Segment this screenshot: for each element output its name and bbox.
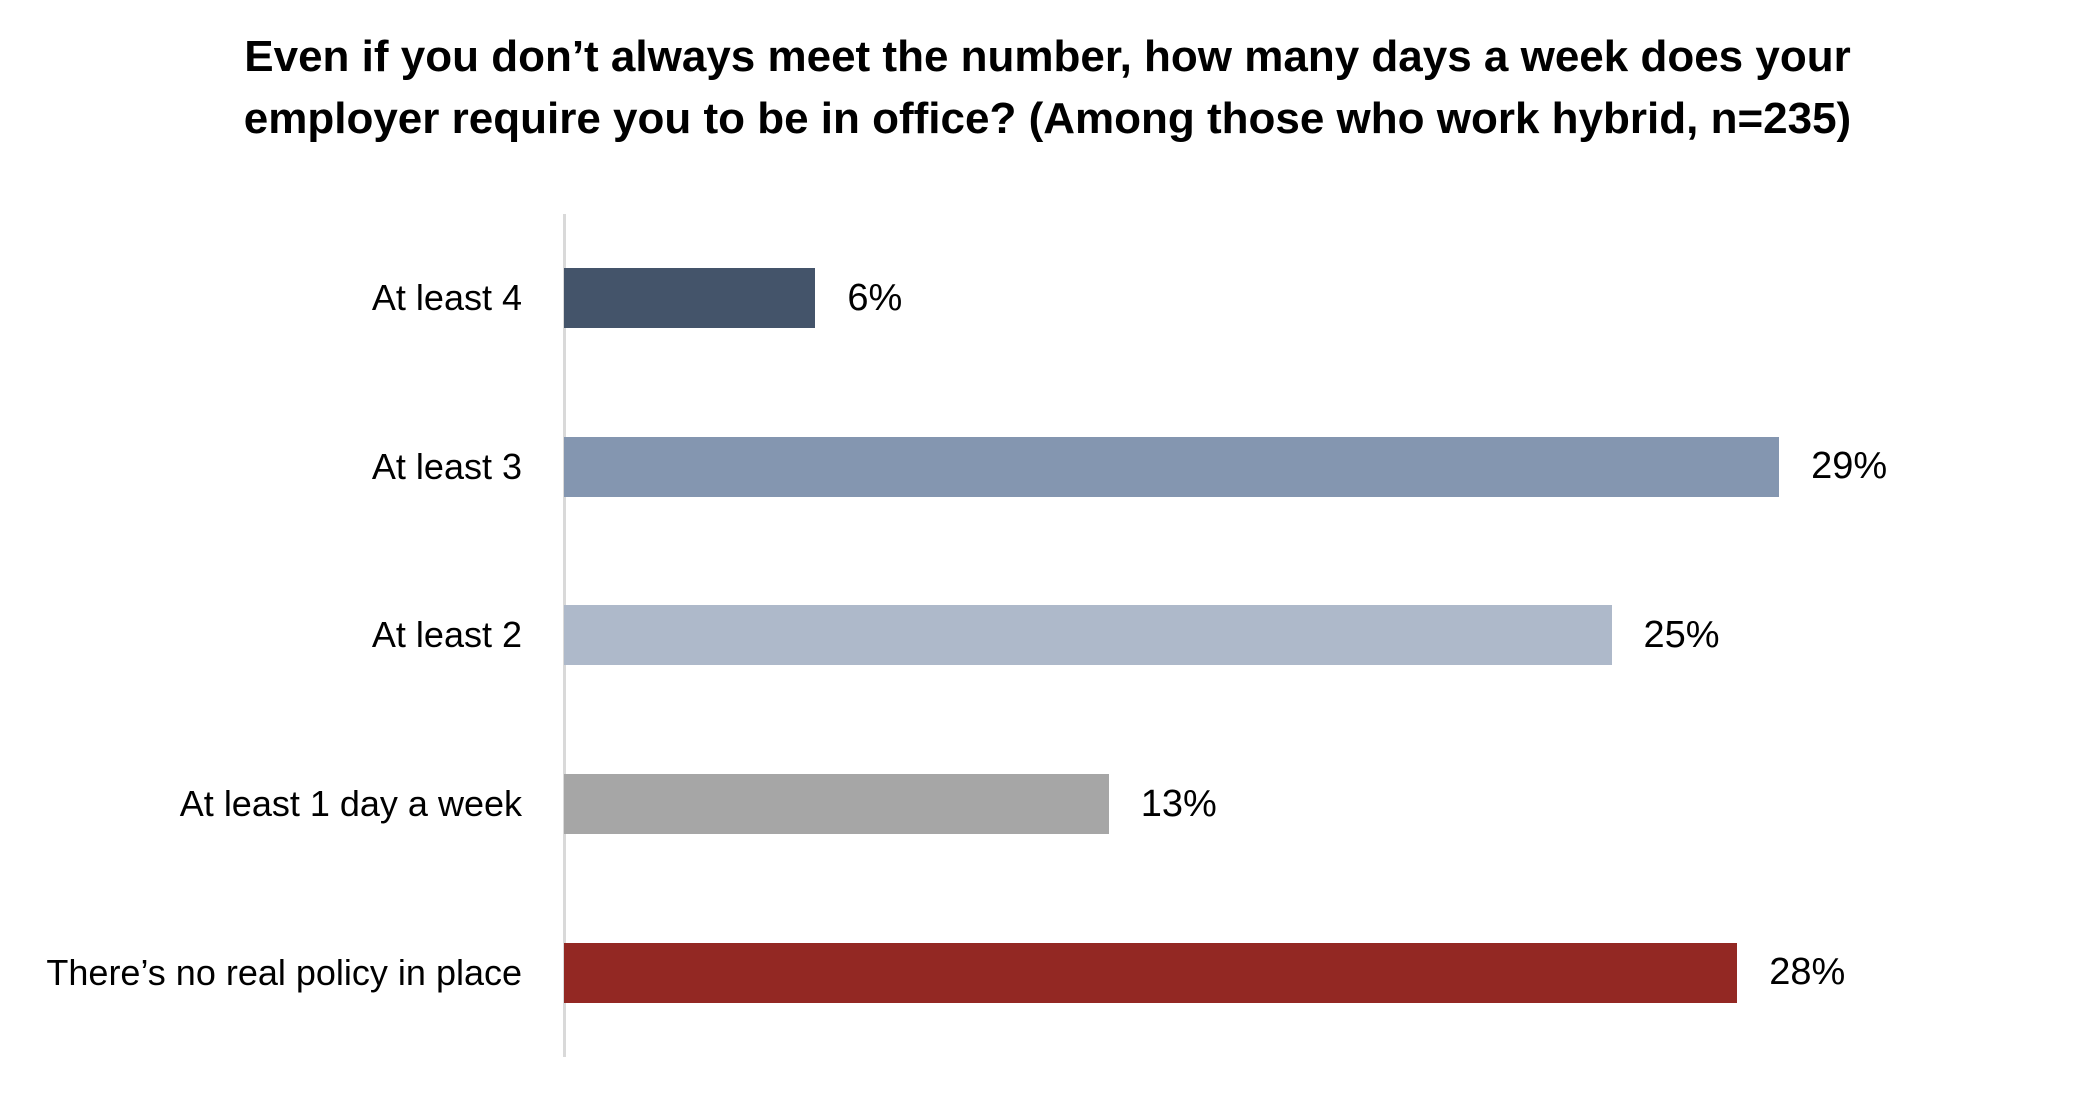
category-label: At least 1 day a week <box>179 783 522 825</box>
chart-row: At least 2 25% <box>0 551 2095 720</box>
value-label: 29% <box>1811 445 1888 488</box>
chart-row: At least 4 6% <box>0 214 2095 383</box>
chart-row: There’s no real policy in place 28% <box>0 888 2095 1057</box>
category-label: At least 4 <box>371 277 522 319</box>
bar <box>564 268 816 329</box>
value-label: 6% <box>847 276 903 319</box>
bar <box>564 436 1780 497</box>
chart-title: Even if you don’t always meet the number… <box>243 32 1852 143</box>
category-label: At least 3 <box>371 445 522 487</box>
bar-area: 25% <box>564 551 2095 720</box>
chart-row: At least 3 29% <box>0 383 2095 552</box>
bar <box>564 942 1738 1003</box>
bar <box>564 774 1109 835</box>
chart-row: At least 1 day a week 13% <box>0 720 2095 889</box>
bar-rows: At least 4 6% At least 3 29% At least 2 … <box>0 214 2095 1057</box>
bar <box>564 605 1612 666</box>
bar-area: 13% <box>564 720 2095 889</box>
value-label: 13% <box>1140 782 1217 825</box>
bar-area: 28% <box>564 888 2095 1057</box>
bar-area: 29% <box>564 383 2095 552</box>
bar-area: 6% <box>564 214 2095 383</box>
value-label: 25% <box>1643 613 1720 656</box>
value-label: 28% <box>1769 951 1846 994</box>
category-label: At least 2 <box>371 614 522 656</box>
category-label: There’s no real policy in place <box>46 951 522 993</box>
